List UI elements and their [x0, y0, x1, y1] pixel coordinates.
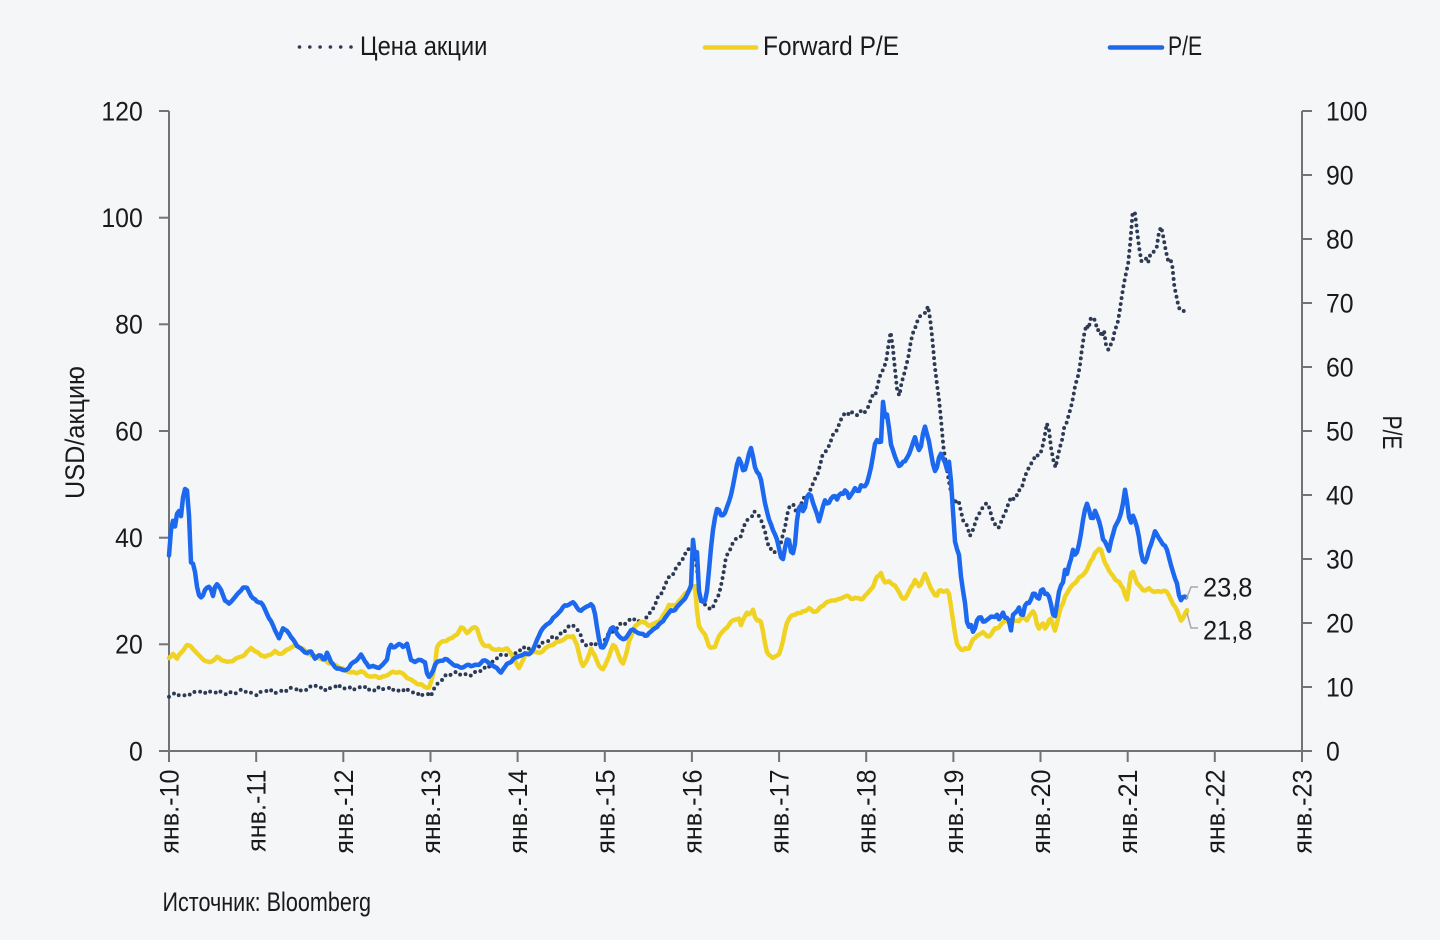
svg-text:90: 90	[1326, 161, 1354, 190]
svg-text:Forward P/E: Forward P/E	[763, 32, 899, 61]
svg-text:янв.-19: янв.-19	[940, 770, 969, 854]
svg-text:янв.-16: янв.-16	[679, 770, 708, 854]
svg-text:янв.-18: янв.-18	[853, 770, 882, 854]
svg-text:янв.-14: янв.-14	[505, 770, 534, 854]
svg-text:Цена акции: Цена акции	[360, 31, 487, 61]
svg-text:60: 60	[115, 417, 143, 446]
svg-text:60: 60	[1326, 353, 1354, 382]
svg-text:40: 40	[1326, 481, 1354, 510]
svg-text:0: 0	[129, 737, 143, 766]
svg-text:Источник: Bloomberg: Источник: Bloomberg	[163, 888, 372, 918]
svg-text:янв.-11: янв.-11	[243, 770, 272, 852]
svg-text:70: 70	[1326, 289, 1354, 318]
svg-text:янв.-23: янв.-23	[1289, 770, 1318, 854]
svg-text:янв.-10: янв.-10	[156, 770, 185, 854]
svg-text:P/E: P/E	[1168, 31, 1202, 61]
svg-text:10: 10	[1326, 673, 1354, 702]
svg-text:20: 20	[115, 631, 143, 660]
svg-text:янв.-15: янв.-15	[592, 770, 621, 854]
svg-text:23,8: 23,8	[1203, 572, 1252, 603]
svg-text:80: 80	[1326, 225, 1354, 254]
svg-text:100: 100	[1326, 97, 1367, 126]
svg-text:21,8: 21,8	[1203, 615, 1252, 646]
svg-text:20: 20	[1326, 609, 1354, 638]
svg-text:100: 100	[101, 204, 142, 233]
svg-text:40: 40	[115, 524, 143, 553]
svg-text:янв.-22: янв.-22	[1202, 770, 1231, 854]
svg-text:янв.-13: янв.-13	[417, 770, 446, 854]
svg-text:50: 50	[1326, 417, 1354, 446]
svg-text:янв.-21: янв.-21	[1115, 770, 1144, 854]
svg-text:80: 80	[115, 311, 143, 340]
svg-text:янв.-12: янв.-12	[330, 770, 359, 854]
svg-text:USD/акцию: USD/акцию	[59, 366, 90, 499]
svg-text:P/E: P/E	[1376, 416, 1406, 450]
svg-text:0: 0	[1326, 737, 1340, 766]
svg-text:янв.-20: янв.-20	[1027, 770, 1056, 854]
svg-text:янв.-17: янв.-17	[766, 770, 795, 854]
svg-text:30: 30	[1326, 545, 1354, 574]
svg-text:120: 120	[101, 97, 142, 126]
